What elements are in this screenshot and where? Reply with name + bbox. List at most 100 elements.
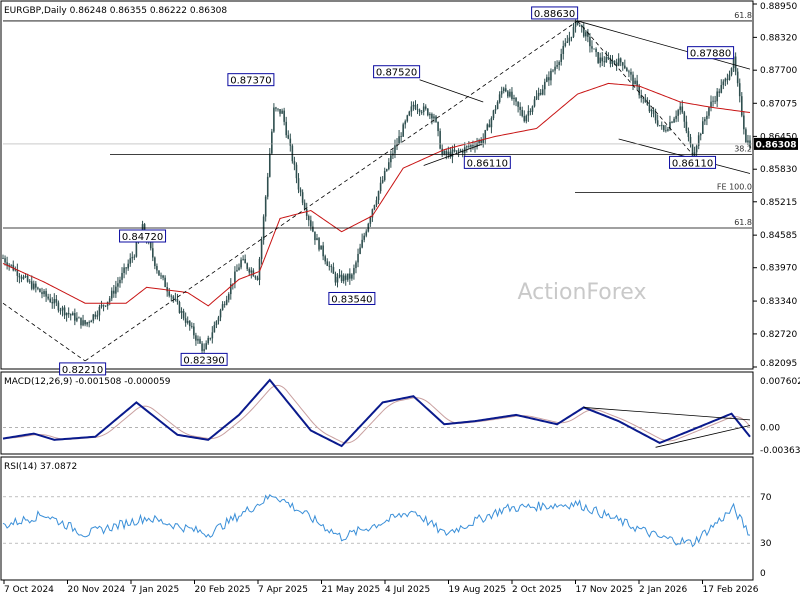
candle-body [601, 57, 604, 62]
candle-body [86, 322, 88, 325]
candle-body [20, 277, 23, 279]
candle-body [279, 109, 281, 114]
macd-signal-line [2, 384, 751, 444]
candle-body [743, 115, 745, 130]
candle-body [8, 264, 10, 266]
candle-body [110, 290, 113, 299]
candle-body [219, 310, 222, 318]
candle-body [396, 143, 398, 146]
price-callout-label: 0.82390 [183, 355, 224, 366]
candle-body [201, 343, 203, 351]
candle-body [314, 231, 316, 241]
candle-body [681, 106, 684, 113]
candle-body [509, 91, 511, 97]
fib-level-label: 61.8 [734, 218, 752, 227]
candle-body [716, 91, 718, 102]
candle-body [472, 145, 474, 147]
candle-body [359, 247, 361, 254]
price-callout-box [180, 352, 228, 366]
rsi-header: RSI(14) 37.0872 [4, 462, 77, 472]
candle-body [461, 150, 464, 154]
candle-body [381, 180, 384, 183]
candle-body [613, 60, 616, 63]
candle-body [143, 224, 146, 235]
candle-body [49, 298, 52, 303]
candle-body [293, 161, 296, 165]
candle-body [525, 115, 528, 122]
candle-body [26, 275, 29, 282]
candle-body [207, 337, 210, 344]
candle-body [277, 108, 279, 110]
candle-body [141, 224, 144, 234]
candle-body [149, 241, 152, 249]
price-callout-label: 0.83540 [331, 294, 372, 305]
candle-body [180, 311, 183, 313]
candle-body [691, 144, 694, 158]
candle-body [32, 283, 35, 289]
candle-body [71, 313, 74, 316]
candle-body [745, 129, 747, 143]
candle-body [593, 48, 595, 50]
time-axis-label: 21 May 2025 [322, 585, 381, 595]
candle-body [424, 106, 427, 109]
price-axis-label: 0.84585 [760, 231, 797, 241]
candle-body [730, 68, 733, 75]
candle-body [291, 145, 294, 162]
candle-body [687, 131, 690, 137]
candle-body [420, 112, 423, 113]
candle-body [172, 296, 175, 299]
candle-body [375, 200, 378, 206]
candle-body [152, 248, 154, 258]
candle-body [587, 32, 589, 37]
macd-layer [2, 378, 752, 448]
candle-body [504, 88, 507, 92]
price-callout-label: 0.87880 [690, 49, 731, 60]
candle-body [537, 92, 540, 97]
candle-body [478, 140, 480, 144]
candle-body [459, 150, 462, 152]
rsi-axis-label: 70 [760, 493, 772, 503]
candle-body [275, 107, 277, 109]
candle-body [431, 113, 433, 119]
price-layer: 61.8 38.2 FE 100.0 61.8 0.88630 0.87370 0.8752… [2, 6, 752, 376]
candle-body [115, 286, 117, 294]
candle-body [740, 96, 743, 116]
candle-body [656, 120, 659, 126]
chart-watermark: ActionForex [518, 280, 647, 305]
candle-body [383, 171, 386, 181]
candle-body [663, 125, 665, 131]
candle-body [340, 274, 343, 282]
candle-body [523, 115, 526, 122]
candle-body [445, 151, 448, 155]
time-axis-label: 20 Feb 2025 [195, 585, 251, 595]
candle-body [53, 299, 56, 304]
candle-body [197, 338, 199, 341]
candle-body [665, 130, 667, 132]
candle-body [669, 121, 671, 130]
candle-body [328, 265, 331, 267]
candle-body [685, 121, 688, 132]
candle-body [580, 24, 583, 28]
time-axis-label: 7 Oct 2024 [4, 585, 54, 595]
price-callout-box [119, 229, 167, 243]
candle-body [433, 116, 435, 119]
price-axis-label: 0.88320 [760, 33, 797, 43]
candle-body [2, 258, 4, 259]
price-callout-label: 0.86110 [672, 158, 713, 169]
candle-body [227, 294, 230, 300]
price-callout-box [687, 46, 735, 60]
candle-body [104, 305, 107, 307]
candle-body [533, 99, 536, 107]
candle-body [457, 150, 460, 152]
candle-body [408, 111, 411, 116]
candle-body [43, 291, 45, 295]
candle-body [127, 263, 129, 269]
projection-dashed [577, 20, 693, 155]
candle-body [236, 270, 238, 272]
candle-body [281, 110, 283, 114]
candle-body [531, 106, 534, 112]
candle-body [213, 324, 216, 333]
candle-body [35, 283, 37, 288]
candle-body [80, 317, 82, 326]
